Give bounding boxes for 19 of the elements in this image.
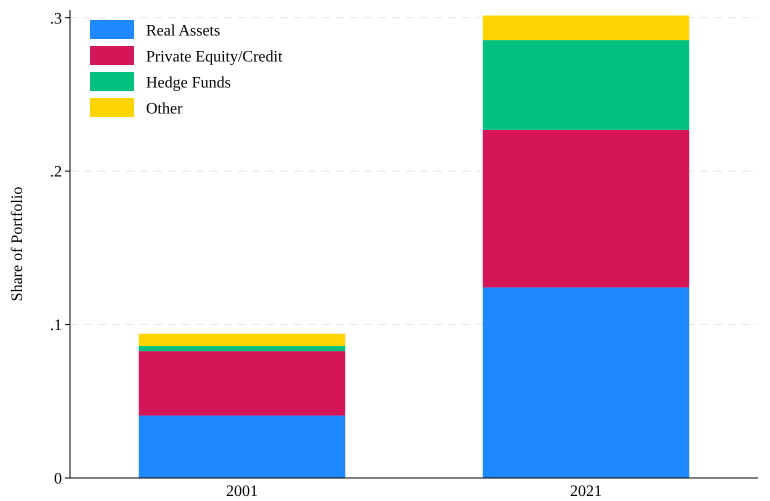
legend-label: Hedge Funds bbox=[146, 74, 231, 92]
y-tick-label: .3 bbox=[50, 10, 62, 28]
bar bbox=[482, 130, 690, 288]
legend-label: Private Equity/Credit bbox=[146, 48, 283, 66]
bar bbox=[482, 16, 690, 40]
bar bbox=[482, 40, 690, 130]
x-tick-label: 2001 bbox=[226, 483, 258, 500]
legend-label: Real Assets bbox=[146, 22, 220, 40]
legend-label: Other bbox=[146, 100, 184, 118]
bar bbox=[138, 351, 346, 416]
y-tick-label: 0 bbox=[54, 470, 62, 488]
y-axis-title: Share of Portfolio bbox=[9, 186, 26, 302]
x-tick-label: 2021 bbox=[570, 483, 602, 500]
bar bbox=[138, 334, 346, 346]
y-tick-label: .1 bbox=[50, 317, 62, 334]
bar bbox=[138, 346, 346, 352]
bar bbox=[482, 287, 690, 478]
y-tick-label: .2 bbox=[50, 164, 62, 181]
bar bbox=[138, 416, 346, 478]
